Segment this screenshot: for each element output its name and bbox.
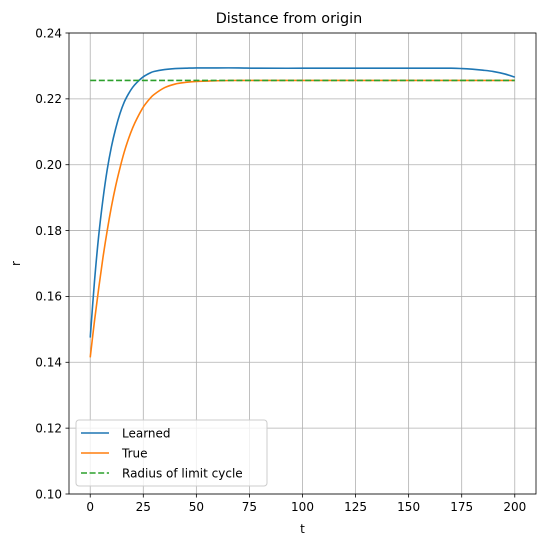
x-tick-label: 50 bbox=[189, 500, 204, 514]
x-tick-label: 200 bbox=[503, 500, 526, 514]
x-tick-label: 150 bbox=[397, 500, 420, 514]
y-tick-label: 0.16 bbox=[35, 290, 62, 304]
y-tick-label: 0.14 bbox=[35, 356, 62, 370]
y-tick-label: 0.12 bbox=[35, 421, 62, 435]
series-layer bbox=[89, 67, 516, 358]
x-tick-label: 75 bbox=[242, 500, 257, 514]
legend-label-radius-of-limit-cycle: Radius of limit cycle bbox=[122, 466, 243, 480]
legend: Learned True Radius of limit cycle bbox=[75, 419, 268, 487]
y-tick-label: 0.18 bbox=[35, 224, 62, 238]
series-line-learned bbox=[89, 67, 516, 338]
y-axis: 0.10 0.12 0.14 0.16 0.18 0.20 0.22 0.24 bbox=[35, 26, 69, 501]
legend-label-true: True bbox=[121, 446, 148, 460]
x-axis: 0 25 50 75 100 125 150 175 200 bbox=[86, 494, 526, 514]
x-tick-label: 175 bbox=[450, 500, 473, 514]
y-tick-label: 0.20 bbox=[35, 158, 62, 172]
y-axis-label: r bbox=[9, 261, 23, 266]
legend-entries: Learned True Radius of limit cycle bbox=[81, 426, 243, 480]
y-tick-label: 0.22 bbox=[35, 92, 62, 106]
chart-title: Distance from origin bbox=[216, 11, 363, 27]
y-tick-label: 0.10 bbox=[35, 487, 62, 501]
x-tick-label: 100 bbox=[291, 500, 314, 514]
x-tick-label: 0 bbox=[86, 500, 94, 514]
x-tick-label: 125 bbox=[344, 500, 367, 514]
y-tick-label: 0.24 bbox=[35, 26, 62, 40]
legend-box bbox=[75, 419, 268, 487]
legend-label-learned: Learned bbox=[122, 426, 171, 440]
x-axis-label: t bbox=[300, 522, 305, 536]
x-tick-label: 25 bbox=[136, 500, 151, 514]
